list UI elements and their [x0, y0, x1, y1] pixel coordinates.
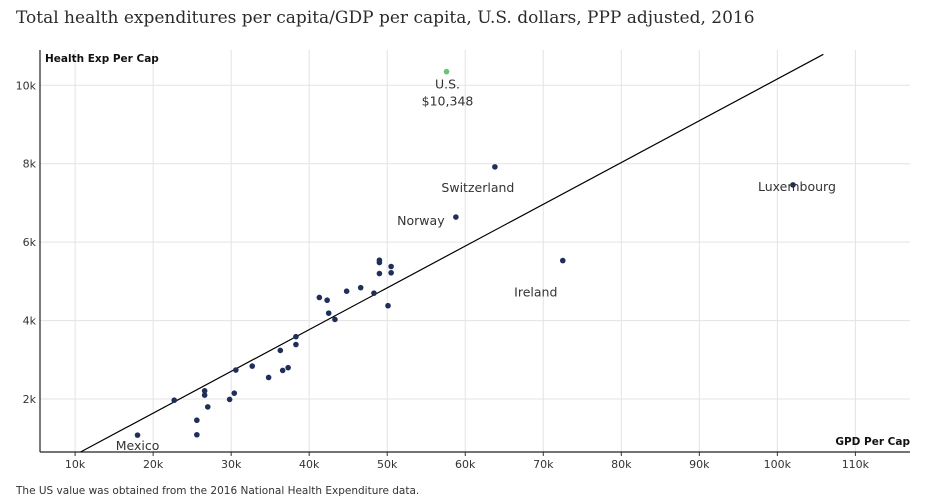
- point-annotation: Luxembourg: [758, 179, 836, 194]
- data-point: [279, 367, 286, 374]
- x-tick-label: 20k: [143, 458, 164, 471]
- data-point: [790, 182, 796, 188]
- data-point: [194, 431, 200, 438]
- y-axis-title: Health Exp Per Cap: [45, 53, 159, 65]
- x-tick-label: 100k: [764, 458, 792, 471]
- data-point: [201, 392, 208, 398]
- data-point: [371, 290, 377, 296]
- us-annotation-label: U.S.: [435, 77, 460, 92]
- x-tick-label: 10k: [65, 458, 86, 471]
- data-point: [277, 347, 284, 354]
- data-point: [171, 397, 178, 404]
- x-tick-label: 90k: [689, 458, 710, 471]
- x-tick-label: 60k: [455, 458, 476, 471]
- y-tick-label: 10k: [16, 79, 37, 92]
- data-point: [453, 214, 459, 220]
- axes: 10k 20k 30k 40k 50k 60k 70k 80k 90k 100k 110k 2k 4k 6…: [16, 50, 910, 471]
- data-point: [201, 388, 208, 394]
- y-tick-label: 8k: [23, 158, 37, 171]
- y-tick-label: 6k: [23, 236, 37, 249]
- annotations: Mexico Switzerland Norway Ireland Luxembourg…: [116, 77, 836, 453]
- data-point: [293, 341, 299, 348]
- data-point: [492, 164, 498, 170]
- data-point: [231, 390, 238, 396]
- data-point: [226, 396, 233, 403]
- x-axis-title: GPD Per Cap: [835, 436, 910, 448]
- y-tick-label: 4k: [23, 315, 37, 328]
- chart-title: Total health expenditures per capita/GDP…: [16, 8, 755, 28]
- data-points: [134, 68, 796, 438]
- trend-line: [80, 53, 824, 453]
- data-point: [376, 270, 383, 277]
- y-tick-label: 2k: [23, 393, 37, 406]
- data-point: [204, 404, 211, 410]
- x-tick-label: 80k: [611, 458, 632, 471]
- data-point: [388, 269, 394, 276]
- data-point: [249, 363, 256, 369]
- data-point: [559, 257, 566, 264]
- data-point: [316, 294, 323, 301]
- data-point: [324, 297, 330, 304]
- data-point: [265, 374, 272, 381]
- point-annotation: Norway: [397, 213, 445, 228]
- x-tick-label: 40k: [299, 458, 320, 471]
- data-point: [134, 432, 141, 438]
- x-tick-label: 70k: [533, 458, 554, 471]
- data-point: [285, 364, 291, 371]
- footnote: The US value was obtained from the 2016 …: [16, 485, 420, 497]
- point-annotation: Switzerland: [441, 180, 514, 195]
- data-point: [325, 310, 332, 316]
- us-annotation-value: $10,348: [422, 94, 474, 109]
- point-annotation: Mexico: [116, 438, 160, 453]
- data-point: [388, 263, 394, 270]
- data-point: [233, 367, 239, 373]
- grid-lines: [40, 50, 910, 452]
- x-tick-label: 50k: [377, 458, 398, 471]
- data-point: [293, 333, 299, 340]
- data-point: [194, 417, 200, 424]
- point-annotation: Ireland: [514, 285, 557, 300]
- data-point: [376, 259, 383, 266]
- data-point: [385, 302, 391, 309]
- x-tick-label: 110k: [842, 458, 870, 471]
- x-tick-label: 30k: [221, 458, 242, 471]
- us-data-point: [443, 68, 450, 75]
- trend-line-segment: [80, 53, 824, 453]
- data-point: [332, 316, 338, 323]
- data-point: [343, 288, 350, 295]
- data-point: [357, 284, 364, 291]
